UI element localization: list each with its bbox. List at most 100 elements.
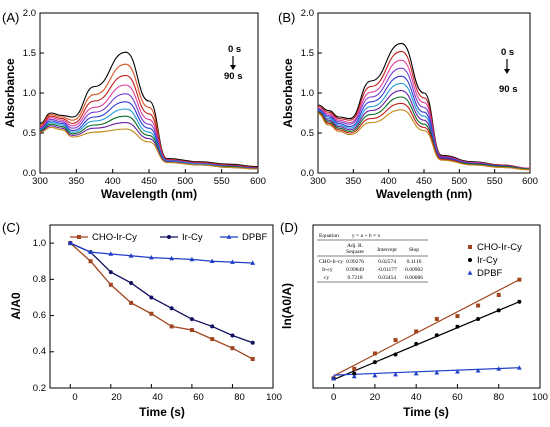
table-cell: cy <box>324 275 329 281</box>
table-cell: 0.02574 <box>378 259 396 265</box>
table-cell: -0.01177 <box>377 267 397 273</box>
panel-c-xtick: 80 <box>234 392 245 403</box>
panel-d-data-point <box>455 314 460 319</box>
panel-d-legend-marker <box>467 270 473 275</box>
table-cell: 0.99849 <box>346 267 364 273</box>
panel-d-ylabel: ln(A0/A) <box>280 283 294 329</box>
panel-c-data-point <box>169 306 174 311</box>
panel-a-xtick: 600 <box>250 176 266 187</box>
panel-a-xtick: 300 <box>32 176 48 187</box>
panel-a-xtick: 400 <box>105 176 121 187</box>
panel-c-data-point <box>148 255 154 260</box>
panel-c-data-point <box>67 240 73 245</box>
panel-a-spectrum-line <box>39 108 259 170</box>
panel-a-spectrum-line <box>39 93 259 169</box>
panel-a-arrow-head <box>230 65 236 70</box>
panel-b-spectrum-line <box>317 102 531 171</box>
panel-c: (C) 0 20 40 60 80 100 0.2 0.4 0.6 0.8 1.… <box>2 220 282 419</box>
panel-c-xtick: 20 <box>111 392 122 403</box>
panel-c-xtick: 0 <box>72 392 77 403</box>
panel-c-data-point <box>149 295 154 300</box>
panel-b-spectrum-line <box>317 75 531 170</box>
panel-c-data-point <box>169 255 175 261</box>
panel-b-ytick: 2.0 <box>301 8 314 19</box>
panel-d-data-point <box>455 324 460 329</box>
panel-c-ytick: 0.2 <box>33 383 46 394</box>
panel-a-spectrum-line <box>39 126 259 170</box>
panel-c-xtick: 60 <box>193 392 204 403</box>
table-cell: 0.00902 <box>405 267 423 273</box>
panel-c-legend-label: CHO-Ir-Cy <box>92 232 137 243</box>
panel-d-data-point <box>413 371 419 376</box>
panel-d-xtick: 20 <box>370 392 381 403</box>
panel-c-data-point <box>129 300 134 305</box>
panel-b-xtick: 550 <box>487 176 503 187</box>
panel-d-data-point <box>352 366 357 371</box>
panel-c-data-point <box>189 256 195 262</box>
table-cell: 0.99276 <box>346 259 364 265</box>
fit-table: Equation y = a + b × x Adj. R. Sequare I… <box>317 233 428 283</box>
panel-b-spectrum-line <box>317 59 531 169</box>
panel-a-xtick: 350 <box>68 176 84 187</box>
panel-d-xtick: 40 <box>411 392 422 403</box>
panel-d-data-point <box>372 372 378 378</box>
panel-b-label: (B) <box>278 10 295 25</box>
panel-c-data-point <box>250 340 255 345</box>
panel-a-annotation-end: 90 s <box>224 71 243 82</box>
panel-a-xtick: 450 <box>141 176 157 187</box>
panel-d-label: (D) <box>280 220 298 235</box>
panel-b-xtick: 300 <box>310 176 326 187</box>
panel-d-data-point <box>496 366 502 371</box>
panel-c-legend-label: DPBF <box>242 232 268 243</box>
table-header: Slop <box>409 247 419 253</box>
table-cell: 0.1116 <box>407 259 422 265</box>
panel-c-data-point <box>189 317 194 322</box>
panel-c-data-point <box>250 357 255 362</box>
panel-b-ytick: 1.5 <box>301 48 314 59</box>
panel-c-series-line <box>69 242 254 360</box>
panel-d-data-point <box>393 338 398 343</box>
panel-c-data-point <box>169 324 174 329</box>
panel-d-xtick: 80 <box>493 392 504 403</box>
table-cell: 0.7218 <box>347 275 362 281</box>
panel-a-spectrum-line <box>39 74 259 168</box>
panel-d-legend-label: DPBF <box>477 268 503 279</box>
panel-b-xlabel: Wavelength (nm) <box>376 187 472 201</box>
panel-c-xtick: 100 <box>266 392 282 403</box>
panel-c-ytick: 0.6 <box>33 310 46 321</box>
panel-d-data-point <box>351 373 357 379</box>
panel-a-xlabel: Wavelength (nm) <box>101 187 197 201</box>
panel-b-annotation-end: 90 s <box>499 84 518 95</box>
panel-b-spectrum-line <box>317 96 531 170</box>
panel-d-data-point <box>476 316 481 321</box>
panel-c-data-point <box>88 249 93 254</box>
panel-c-data-point <box>230 333 235 338</box>
panel-d-data-point <box>414 341 419 346</box>
panel-c-legend-marker <box>77 235 81 239</box>
panel-b-xtick: 450 <box>416 176 432 187</box>
panel-c-data-point <box>149 311 154 316</box>
panel-d-data-point <box>517 277 522 282</box>
panel-d-data-point <box>496 308 501 313</box>
panel-c-ytick: 0.4 <box>33 346 46 357</box>
panel-c-label: (C) <box>2 220 20 235</box>
panel-d-data-point <box>434 370 440 375</box>
table-header: Sequare <box>346 249 364 255</box>
table-header: Adj. R. <box>347 243 364 249</box>
panel-d-data-point <box>496 292 501 297</box>
panel-d-data-point <box>475 368 481 373</box>
panel-b-arrow-head <box>504 69 510 74</box>
panel-d: (D) 0 20 40 60 80 100 Time (s) ln(A0/A) … <box>280 220 548 419</box>
panel-b-ytick: 1.0 <box>301 88 314 99</box>
panel-a-annotation-start: 0 s <box>228 44 241 55</box>
panel-a-ytick: 2.0 <box>23 8 36 19</box>
panel-b-xtick: 400 <box>381 176 397 187</box>
table-cell: CHO-Ir-cy <box>319 259 343 265</box>
panel-c-data-point <box>189 328 194 333</box>
panel-c-data-point <box>230 346 235 351</box>
panel-a-ytick: 1.0 <box>23 88 36 99</box>
panel-d-data-point <box>455 369 460 374</box>
table-cell: Ir-cy <box>322 267 333 273</box>
panel-c-series-line <box>70 242 253 264</box>
